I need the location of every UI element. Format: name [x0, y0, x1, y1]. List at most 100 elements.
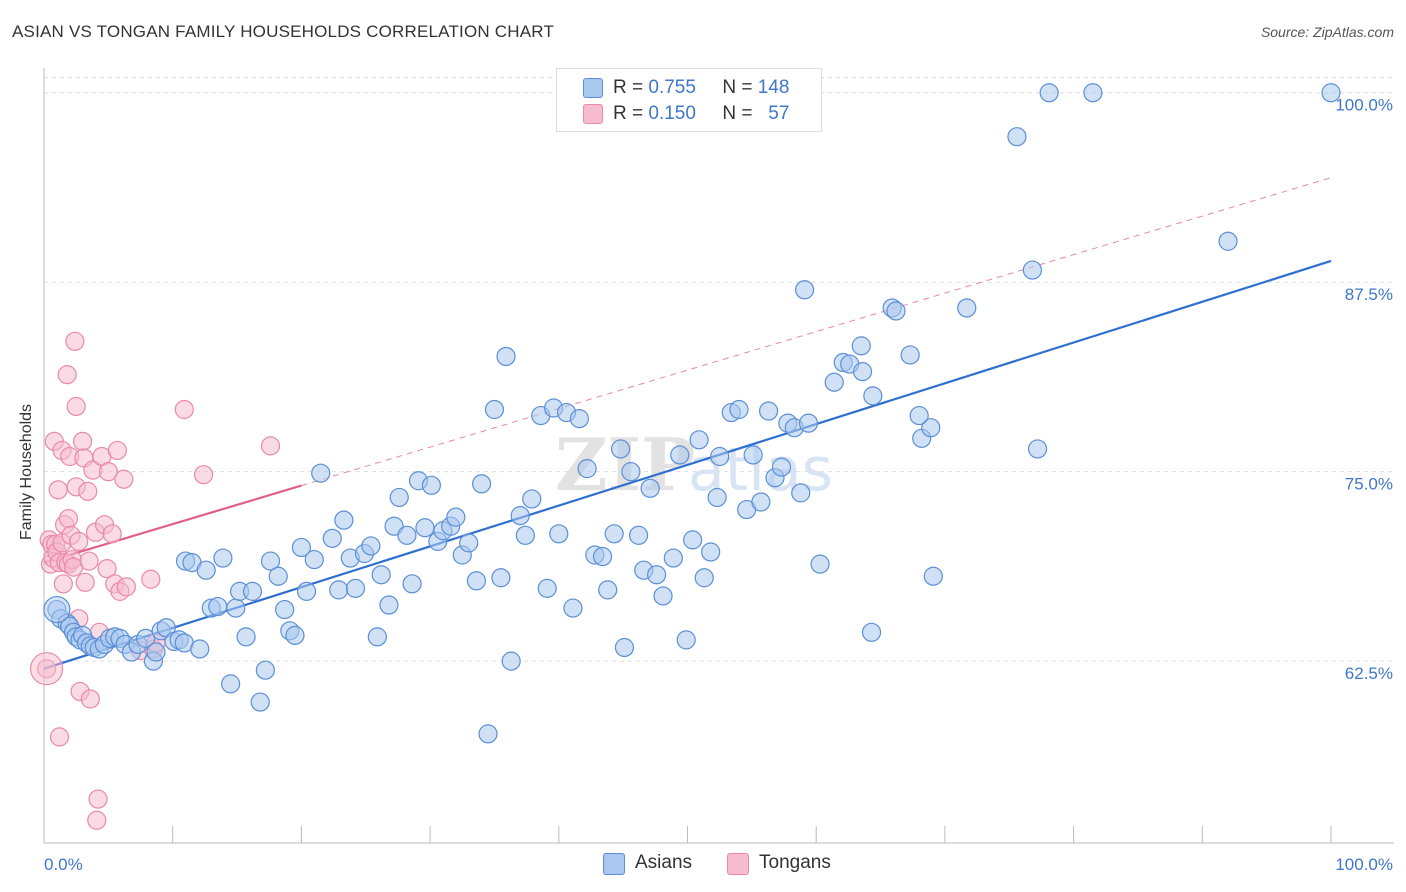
tongans-point	[78, 481, 98, 501]
tongans-r-label: R =	[613, 103, 644, 124]
asians-point	[367, 627, 387, 647]
asians-point	[621, 462, 641, 482]
tongans-point	[49, 727, 70, 747]
asians-point	[285, 625, 305, 645]
asians-point	[771, 457, 792, 477]
asians-point	[663, 548, 683, 568]
asians-point	[496, 346, 516, 367]
asians-point	[501, 651, 521, 671]
asians-point	[923, 566, 943, 586]
asians-point	[1039, 83, 1059, 103]
stats-legend: R = 0.755 N = 148 R = 0.150 N = 57	[556, 68, 822, 132]
y-tick-label: 75.0%	[1345, 475, 1393, 494]
asians-point	[628, 525, 649, 545]
asians-point	[402, 574, 422, 594]
asians-point	[196, 560, 216, 580]
y-tick-label: 100.0%	[1335, 96, 1393, 115]
tongans-point	[58, 509, 79, 529]
trend-lines	[43, 177, 1332, 670]
asians-point	[311, 463, 331, 483]
asians-point	[459, 533, 479, 553]
x-tick-label: 100.0%	[1335, 855, 1393, 874]
asians-point	[250, 692, 270, 712]
asians-n-value: 148	[757, 77, 790, 98]
tongans-point	[57, 365, 77, 385]
tongans-point	[114, 469, 134, 489]
asians-point	[751, 492, 771, 512]
asians-r-value: 0.755	[648, 77, 696, 98]
asians-n-label: N =	[722, 77, 753, 98]
tongans-point	[73, 431, 93, 451]
asians-point	[510, 506, 530, 526]
asians-point	[598, 580, 618, 600]
asians-point	[304, 549, 324, 570]
asians-point	[758, 401, 779, 421]
asians-point	[861, 622, 882, 642]
asians-point	[537, 578, 557, 598]
asians-point	[957, 298, 977, 318]
source-credit: Source: ZipAtlas.com	[1260, 24, 1394, 40]
tongans-point-large	[29, 652, 64, 686]
bottom-tongans-swatch	[727, 853, 749, 875]
asians-r-label: R =	[613, 77, 644, 98]
asians-point	[466, 571, 487, 591]
asians-point	[640, 478, 660, 498]
asians-point	[190, 639, 210, 659]
asians-point	[614, 637, 635, 658]
tongans-point	[79, 551, 99, 571]
asians-point	[1321, 83, 1341, 103]
asians-point	[236, 627, 256, 647]
tongans-r-value: 0.150	[648, 103, 696, 124]
tongans-point	[87, 810, 107, 830]
tongans-n-value: 57	[768, 103, 790, 124]
asians-point	[592, 546, 613, 567]
asians-point	[694, 568, 714, 588]
asians-point	[798, 413, 819, 433]
tongans-point	[48, 480, 68, 500]
asians-point	[146, 642, 166, 662]
asians-point	[421, 475, 441, 495]
asians-point	[361, 536, 381, 556]
tongans-point	[66, 396, 86, 417]
y-axis-label: Family Households	[18, 403, 35, 540]
asians-point	[136, 628, 156, 648]
tongans-point	[88, 789, 108, 809]
asians-point	[795, 280, 815, 300]
asians-point	[389, 487, 409, 508]
asians-point	[296, 581, 317, 601]
asians-point-large	[43, 595, 71, 624]
asians-point	[676, 630, 696, 650]
y-tick-label: 87.5%	[1345, 285, 1393, 304]
asians-point	[577, 459, 597, 479]
tongans-trend-extension	[301, 177, 1332, 487]
tongans-point	[65, 331, 85, 351]
gridlines	[44, 77, 1394, 662]
data-points	[29, 83, 1341, 830]
asians-swatch	[583, 78, 603, 98]
asians-point	[221, 674, 241, 694]
asians-point	[260, 551, 281, 571]
asians-point	[791, 483, 811, 503]
asians-point	[515, 525, 535, 545]
asians-point	[371, 565, 391, 585]
tongans-point	[107, 440, 127, 461]
asians-point	[275, 599, 295, 620]
asians-point	[743, 445, 763, 465]
asians-point	[683, 530, 703, 550]
asians-point	[471, 474, 492, 494]
asians-point	[604, 524, 624, 544]
asians-point	[647, 565, 667, 585]
tongans-trend-line	[43, 484, 302, 564]
asians-point	[379, 595, 399, 615]
tongans-point	[102, 524, 122, 544]
asians-point	[446, 507, 466, 527]
asians-point	[1007, 127, 1027, 147]
asians-point	[522, 489, 542, 509]
asians-point	[329, 580, 349, 600]
asians-point	[1083, 83, 1103, 103]
asians-point	[1022, 260, 1043, 280]
asians-point	[729, 399, 749, 420]
tongans-point	[69, 531, 89, 551]
legend-tongans-text: R = 0.150 N = 57	[613, 103, 789, 125]
